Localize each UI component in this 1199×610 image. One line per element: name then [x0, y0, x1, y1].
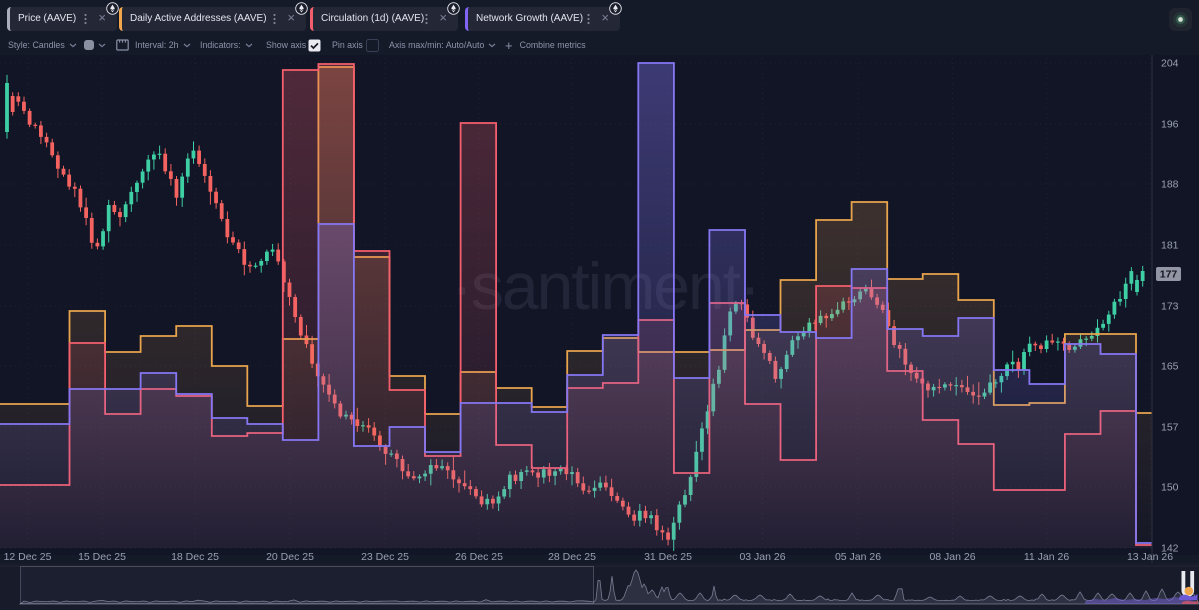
svg-text:03 Jan 26: 03 Jan 26	[739, 551, 785, 563]
svg-text:31 Dec 25: 31 Dec 25	[644, 551, 692, 563]
svg-text:196: 196	[1161, 119, 1179, 131]
svg-text:157: 157	[1161, 422, 1179, 434]
svg-text:26 Dec 25: 26 Dec 25	[455, 551, 503, 563]
svg-text:204: 204	[1161, 58, 1179, 70]
svg-text:20 Dec 25: 20 Dec 25	[266, 551, 314, 563]
svg-text:08 Jan 26: 08 Jan 26	[929, 551, 975, 563]
svg-text:11 Jan 26: 11 Jan 26	[1024, 551, 1070, 563]
svg-text:18 Dec 25: 18 Dec 25	[171, 551, 219, 563]
svg-text:173: 173	[1161, 301, 1179, 313]
svg-text:177: 177	[1160, 269, 1178, 281]
svg-text:12 Dec 25: 12 Dec 25	[4, 551, 52, 563]
svg-text:15 Dec 25: 15 Dec 25	[78, 551, 126, 563]
svg-text:28 Dec 25: 28 Dec 25	[548, 551, 596, 563]
svg-text:188: 188	[1161, 179, 1179, 191]
svg-text:05 Jan 26: 05 Jan 26	[835, 551, 881, 563]
svg-text:23 Dec 25: 23 Dec 25	[361, 551, 409, 563]
svg-text:165: 165	[1161, 361, 1179, 373]
svg-text:181: 181	[1161, 240, 1179, 252]
svg-text:150: 150	[1161, 482, 1179, 494]
svg-text:13 Jan 26: 13 Jan 26	[1127, 551, 1173, 563]
svg-text:142: 142	[1161, 543, 1179, 555]
